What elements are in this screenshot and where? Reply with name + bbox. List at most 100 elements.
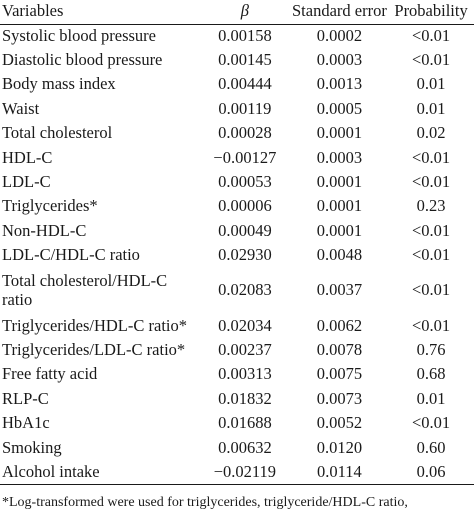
table-row: LDL-C/HDL-C ratio 0.02930 0.0048 <0.01 bbox=[0, 244, 474, 268]
cell-standard-error: 0.0001 bbox=[316, 196, 363, 216]
cell-standard-error: 0.0003 bbox=[316, 147, 363, 167]
cell-standard-error: 0.0013 bbox=[316, 74, 363, 94]
cell-variable: Triglycerides/HDL-C ratio* bbox=[2, 315, 187, 335]
cell-variable: Diastolic blood pressure bbox=[2, 50, 163, 70]
cell-beta: 0.00119 bbox=[218, 98, 272, 118]
cell-probability: <0.01 bbox=[411, 245, 451, 265]
cell-probability: <0.01 bbox=[411, 220, 451, 240]
cell-probability: <0.01 bbox=[411, 147, 451, 167]
header-variables: Variables bbox=[2, 1, 64, 21]
cell-beta: 0.00049 bbox=[218, 220, 272, 240]
cell-standard-error: 0.0003 bbox=[316, 50, 363, 70]
table-row: Total cholesterol 0.00028 0.0001 0.02 bbox=[0, 122, 474, 146]
cell-probability: <0.01 bbox=[411, 413, 451, 433]
cell-variable: Alcohol intake bbox=[2, 461, 100, 481]
cell-probability: 0.06 bbox=[416, 461, 446, 481]
cell-beta: 0.01832 bbox=[218, 388, 272, 408]
cell-standard-error: 0.0048 bbox=[316, 245, 363, 265]
cell-beta: 0.00632 bbox=[218, 437, 272, 457]
results-table-container: Variables β Standard error Probability S… bbox=[0, 0, 474, 485]
table-footnote: *Log-transformed were used for triglycer… bbox=[2, 495, 408, 510]
cell-beta: 0.00145 bbox=[218, 50, 272, 70]
cell-standard-error: 0.0005 bbox=[316, 98, 363, 118]
cell-variable: LDL-C bbox=[2, 172, 51, 192]
cell-probability: <0.01 bbox=[411, 280, 451, 300]
table-row: Free fatty acid 0.00313 0.0075 0.68 bbox=[0, 363, 474, 387]
cell-standard-error: 0.0037 bbox=[316, 280, 363, 300]
table-row: Triglycerides/LDL-C ratio* 0.00237 0.0078 0… bbox=[0, 338, 474, 362]
cell-beta: −0.02119 bbox=[213, 461, 277, 481]
cell-standard-error: 0.0120 bbox=[316, 437, 363, 457]
cell-probability: 0.23 bbox=[416, 196, 446, 216]
regression-results-table: Variables β Standard error Probability S… bbox=[0, 0, 474, 485]
cell-beta: 0.00313 bbox=[218, 364, 272, 384]
cell-standard-error: 0.0062 bbox=[316, 315, 363, 335]
cell-standard-error: 0.0078 bbox=[316, 340, 363, 359]
cell-variable: Triglycerides* bbox=[2, 196, 98, 216]
cell-probability: <0.01 bbox=[411, 172, 451, 192]
table-row: Body mass index 0.00444 0.0013 0.01 bbox=[0, 73, 474, 97]
table-header: Variables β Standard error Probability bbox=[0, 0, 474, 24]
cell-variable: Waist bbox=[2, 98, 40, 118]
header-beta: β bbox=[240, 1, 249, 21]
cell-probability: 0.01 bbox=[416, 388, 446, 408]
cell-beta: 0.02083 bbox=[218, 280, 272, 300]
table-row: LDL-C 0.00053 0.0001 <0.01 bbox=[0, 170, 474, 194]
cell-beta: 0.00006 bbox=[218, 196, 272, 216]
cell-beta: 0.00444 bbox=[218, 74, 272, 94]
cell-standard-error: 0.0075 bbox=[316, 364, 363, 384]
table-row: RLP-C 0.01832 0.0073 0.01 bbox=[0, 387, 474, 411]
cell-probability: 0.01 bbox=[416, 98, 446, 118]
table-row: Smoking 0.00632 0.0120 0.60 bbox=[0, 436, 474, 460]
cell-variable: Total cholesterol bbox=[2, 123, 113, 143]
cell-variable: Non-HDL-C bbox=[2, 220, 87, 240]
cell-variable: Free fatty acid bbox=[2, 364, 98, 384]
cell-standard-error: 0.0114 bbox=[317, 461, 362, 481]
cell-standard-error: 0.0001 bbox=[316, 123, 363, 143]
cell-standard-error: 0.0052 bbox=[316, 413, 363, 433]
cell-probability: 0.76 bbox=[416, 340, 446, 359]
cell-variable: HbA1c bbox=[2, 413, 50, 433]
cell-standard-error: 0.0001 bbox=[316, 172, 363, 192]
cell-variable: Total cholesterol/HDL-C ratio bbox=[2, 270, 168, 309]
table-row: HDL-C −0.00127 0.0003 <0.01 bbox=[0, 146, 474, 170]
cell-beta: 0.00237 bbox=[218, 340, 272, 359]
cell-beta: 0.00158 bbox=[218, 25, 272, 45]
cell-probability: 0.60 bbox=[416, 437, 446, 457]
table-row: Triglycerides* 0.00006 0.0001 0.23 bbox=[0, 195, 474, 219]
table-row: Alcohol intake −0.02119 0.0114 0.06 bbox=[0, 460, 474, 485]
table-row: Total cholesterol/HDL-C ratio 0.02083 0.003… bbox=[0, 268, 474, 314]
header-standard-error: Standard error bbox=[291, 1, 387, 21]
cell-beta: 0.00053 bbox=[218, 172, 272, 192]
cell-probability: <0.01 bbox=[411, 25, 451, 45]
cell-variable: HDL-C bbox=[2, 147, 53, 167]
table-body: Systolic blood pressure 0.00158 0.0002 <0.0… bbox=[0, 24, 474, 485]
cell-standard-error: 0.0002 bbox=[316, 25, 363, 45]
cell-probability: <0.01 bbox=[411, 50, 451, 70]
table-row: Diastolic blood pressure 0.00145 0.0003 <0.… bbox=[0, 48, 474, 72]
cell-beta: 0.02930 bbox=[218, 245, 272, 265]
cell-variable: Body mass index bbox=[2, 74, 116, 94]
table-row: Triglycerides/HDL-C ratio* 0.02034 0.0062 <… bbox=[0, 314, 474, 338]
cell-probability: 0.68 bbox=[416, 364, 446, 384]
cell-beta: −0.00127 bbox=[213, 147, 277, 167]
cell-standard-error: 0.0073 bbox=[316, 388, 363, 408]
cell-variable: Triglycerides/LDL-C ratio* bbox=[2, 340, 186, 359]
cell-probability: <0.01 bbox=[411, 315, 451, 335]
table-row: Waist 0.00119 0.0005 0.01 bbox=[0, 97, 474, 121]
cell-beta: 0.01688 bbox=[218, 413, 272, 433]
cell-probability: 0.02 bbox=[416, 123, 446, 143]
cell-variable: LDL-C/HDL-C ratio bbox=[2, 245, 140, 265]
cell-probability: 0.01 bbox=[416, 74, 446, 94]
cell-standard-error: 0.0001 bbox=[316, 220, 363, 240]
table-row: Systolic blood pressure 0.00158 0.0002 <0.0… bbox=[0, 24, 474, 48]
cell-beta: 0.00028 bbox=[218, 123, 272, 143]
header-row: Variables β Standard error Probability bbox=[0, 0, 474, 24]
cell-beta: 0.02034 bbox=[218, 315, 272, 335]
cell-variable: RLP-C bbox=[2, 388, 49, 408]
header-probability: Probability bbox=[394, 1, 468, 21]
table-row: Non-HDL-C 0.00049 0.0001 <0.01 bbox=[0, 219, 474, 243]
cell-variable: Systolic blood pressure bbox=[2, 25, 156, 45]
table-row: HbA1c 0.01688 0.0052 <0.01 bbox=[0, 411, 474, 435]
cell-variable: Smoking bbox=[2, 437, 62, 457]
